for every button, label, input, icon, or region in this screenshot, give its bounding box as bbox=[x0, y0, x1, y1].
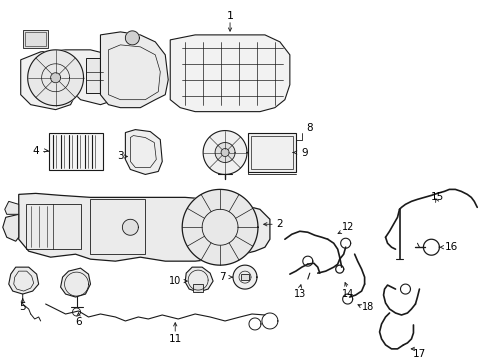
Polygon shape bbox=[20, 50, 120, 110]
Polygon shape bbox=[3, 214, 19, 241]
Text: 7: 7 bbox=[218, 272, 225, 282]
Text: 1: 1 bbox=[226, 11, 233, 21]
Bar bbox=[241, 274, 248, 280]
Bar bbox=[85, 58, 103, 93]
Polygon shape bbox=[233, 265, 256, 289]
Text: 4: 4 bbox=[32, 145, 39, 156]
Polygon shape bbox=[125, 130, 162, 175]
Text: 2: 2 bbox=[276, 219, 283, 229]
Polygon shape bbox=[203, 131, 246, 175]
Polygon shape bbox=[125, 31, 139, 45]
Bar bbox=[250, 136, 292, 170]
Bar bbox=[22, 30, 47, 48]
Text: 12: 12 bbox=[341, 222, 353, 232]
Text: 18: 18 bbox=[361, 302, 373, 312]
Text: 15: 15 bbox=[430, 192, 443, 202]
Polygon shape bbox=[122, 219, 138, 235]
Bar bbox=[48, 132, 103, 170]
Text: 9: 9 bbox=[301, 148, 308, 158]
Polygon shape bbox=[9, 267, 39, 294]
Text: 14: 14 bbox=[341, 289, 353, 299]
Polygon shape bbox=[28, 50, 83, 105]
Polygon shape bbox=[185, 267, 213, 292]
Text: 5: 5 bbox=[20, 302, 26, 312]
Polygon shape bbox=[170, 35, 289, 112]
Bar bbox=[247, 132, 295, 172]
Text: 6: 6 bbox=[75, 317, 81, 327]
Text: 13: 13 bbox=[293, 289, 305, 299]
Text: 11: 11 bbox=[168, 334, 182, 344]
Polygon shape bbox=[100, 32, 168, 108]
Bar bbox=[25, 32, 45, 46]
Polygon shape bbox=[182, 189, 258, 265]
Text: 10: 10 bbox=[169, 276, 181, 286]
Text: 8: 8 bbox=[306, 123, 312, 132]
Polygon shape bbox=[221, 149, 228, 157]
Bar bbox=[193, 284, 203, 292]
Text: 16: 16 bbox=[444, 242, 457, 252]
Bar bbox=[26, 204, 81, 249]
Polygon shape bbox=[51, 73, 61, 83]
Polygon shape bbox=[19, 193, 269, 261]
Polygon shape bbox=[215, 143, 235, 162]
Polygon shape bbox=[61, 268, 90, 297]
Polygon shape bbox=[5, 201, 19, 214]
Text: 17: 17 bbox=[412, 349, 425, 359]
Text: 3: 3 bbox=[117, 152, 123, 162]
Bar bbox=[90, 199, 145, 254]
